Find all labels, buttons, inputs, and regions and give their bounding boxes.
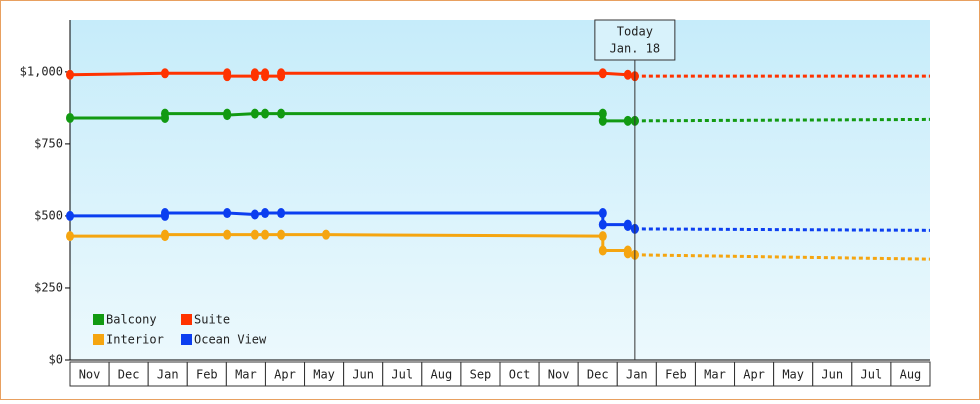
marker (598, 231, 607, 242)
x-tick-label: Nov (548, 368, 570, 382)
x-tick-label: Jun (821, 368, 843, 382)
legend-swatch (93, 334, 104, 345)
marker (261, 208, 270, 219)
marker (160, 208, 169, 219)
y-tick-label: $250 (34, 280, 63, 294)
x-cell (343, 361, 384, 387)
x-cell (225, 361, 266, 387)
x-cell (147, 361, 188, 387)
plot-area (70, 20, 930, 360)
marker (66, 231, 74, 242)
marker (277, 68, 286, 79)
marker (277, 108, 286, 119)
marker (250, 229, 259, 240)
legend-label: Balcony (106, 313, 157, 327)
x-tick-label: Jul (391, 368, 413, 382)
x-tick-label: May (782, 368, 804, 382)
marker (623, 221, 632, 232)
x-tick-label: Apr (274, 368, 296, 382)
x-cell (186, 361, 227, 387)
marker (66, 210, 74, 221)
x-tick-label: Jan (626, 368, 648, 382)
x-tick-label: Apr (743, 368, 765, 382)
y-tick-label: $750 (34, 136, 63, 150)
x-tick-label: Oct (509, 368, 531, 382)
marker (160, 229, 169, 240)
legend-swatch (181, 334, 192, 345)
x-cell (616, 361, 657, 387)
marker (250, 68, 259, 79)
marker (598, 208, 607, 219)
x-tick-label: Feb (665, 368, 687, 382)
marker (277, 229, 286, 240)
marker (277, 208, 286, 219)
today-box (594, 19, 676, 61)
x-tick-label: Mar (235, 368, 257, 382)
legend-label: Suite (194, 313, 230, 327)
x-cell (812, 361, 853, 387)
x-cell (421, 361, 462, 387)
marker (250, 209, 259, 220)
x-cell (499, 361, 540, 387)
x-tick-label: Aug (431, 368, 453, 382)
x-cell (69, 361, 110, 387)
marker (623, 248, 632, 259)
marker (598, 68, 607, 79)
legend-label: Interior (106, 333, 164, 347)
today-label: Today (617, 25, 653, 39)
marker (223, 71, 232, 82)
x-tick-label: Dec (118, 368, 140, 382)
y-tick-label: $1,000 (20, 64, 63, 78)
marker (261, 71, 270, 82)
marker (623, 115, 632, 126)
forecast-line (634, 117, 931, 123)
x-cell (655, 361, 696, 387)
x-tick-label: May (313, 368, 335, 382)
marker (322, 229, 331, 240)
marker (598, 245, 607, 256)
forecast-line (634, 227, 931, 232)
x-cell (851, 361, 892, 387)
x-tick-label: Dec (587, 368, 609, 382)
forecast-line (634, 253, 931, 261)
legend-label: Ocean View (194, 333, 267, 347)
legend-swatch (181, 314, 192, 325)
marker (261, 108, 270, 119)
y-tick-label: $500 (34, 208, 63, 222)
marker (598, 108, 607, 119)
y-tick-label: $0 (49, 353, 63, 367)
marker (223, 110, 232, 121)
x-cell (538, 361, 579, 387)
x-tick-label: Mar (704, 368, 726, 382)
marker (598, 219, 607, 230)
marker (66, 112, 74, 123)
x-cell (773, 361, 814, 387)
x-tick-label: Jan (157, 368, 179, 382)
x-tick-label: Sep (470, 368, 492, 382)
marker (223, 229, 232, 240)
x-cell (108, 361, 149, 387)
x-tick-label: Nov (79, 368, 101, 382)
x-tick-label: Feb (196, 368, 218, 382)
legend-swatch (93, 314, 104, 325)
x-tick-label: Aug (900, 368, 922, 382)
marker (160, 108, 169, 119)
x-cell (890, 361, 931, 387)
marker (261, 229, 270, 240)
marker (250, 108, 259, 119)
x-cell (734, 361, 775, 387)
x-tick-label: Jul (861, 368, 883, 382)
marker (598, 115, 607, 126)
marker (160, 68, 169, 79)
x-tick-label: Jun (352, 368, 374, 382)
marker (66, 69, 74, 80)
today-label: Jan. 18 (610, 42, 661, 56)
marker (223, 208, 232, 219)
marker (623, 69, 632, 80)
